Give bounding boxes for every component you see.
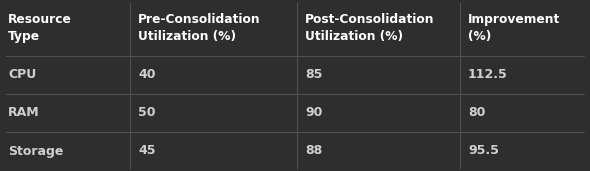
Text: 40: 40 <box>138 69 156 82</box>
Text: 88: 88 <box>305 144 322 157</box>
Text: 80: 80 <box>468 107 486 120</box>
Text: RAM: RAM <box>8 107 40 120</box>
Text: 50: 50 <box>138 107 156 120</box>
Text: 45: 45 <box>138 144 156 157</box>
Text: CPU: CPU <box>8 69 36 82</box>
Text: Post-Consolidation
Utilization (%): Post-Consolidation Utilization (%) <box>305 13 434 43</box>
Text: Improvement
(%): Improvement (%) <box>468 13 560 43</box>
Text: Resource
Type: Resource Type <box>8 13 72 43</box>
Text: Pre-Consolidation
Utilization (%): Pre-Consolidation Utilization (%) <box>138 13 261 43</box>
Text: 95.5: 95.5 <box>468 144 499 157</box>
Text: Storage: Storage <box>8 144 63 157</box>
Text: 85: 85 <box>305 69 322 82</box>
Text: 112.5: 112.5 <box>468 69 508 82</box>
Text: 90: 90 <box>305 107 322 120</box>
